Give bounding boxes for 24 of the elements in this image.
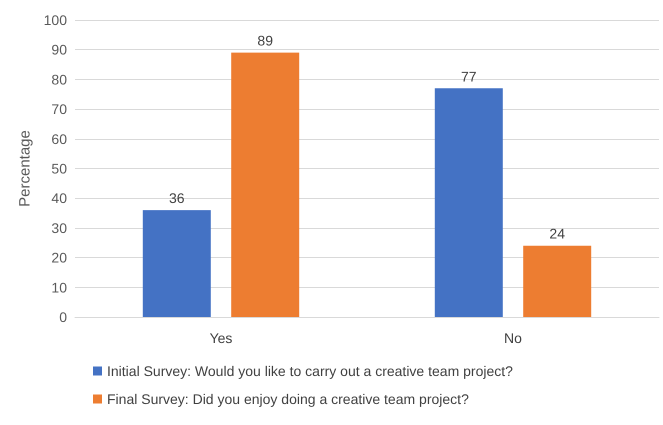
- x-tick-label: No: [504, 330, 522, 346]
- y-tick-label: 30: [51, 220, 68, 236]
- y-tick-label: 40: [51, 190, 68, 206]
- data-label: 77: [461, 68, 477, 84]
- y-tick-label: 0: [59, 309, 68, 325]
- y-tick-label: 100: [44, 12, 68, 28]
- bar: [142, 210, 211, 317]
- data-label: 36: [169, 190, 185, 206]
- bar: [434, 88, 503, 317]
- y-tick-label: 60: [51, 130, 68, 147]
- y-tick-label: 10: [51, 279, 68, 296]
- y-tick-label: 90: [51, 42, 68, 58]
- y-axis-title: Percentage: [16, 130, 34, 207]
- y-tick-label: 20: [51, 250, 68, 266]
- data-label: 24: [549, 226, 566, 242]
- x-tick-label: Yes: [210, 330, 232, 346]
- y-tick-label: 50: [51, 160, 68, 176]
- bar: [231, 52, 300, 317]
- legend-label: Initial Survey: Would you like to carry out a creative team project?: [107, 363, 514, 379]
- bar: [523, 246, 592, 317]
- y-tick-label: 80: [51, 71, 68, 88]
- data-label: 89: [257, 32, 274, 49]
- y-tick-label: 70: [51, 101, 68, 118]
- legend-label: Final Survey: Did you enjoy doing a creative team project?: [107, 391, 470, 407]
